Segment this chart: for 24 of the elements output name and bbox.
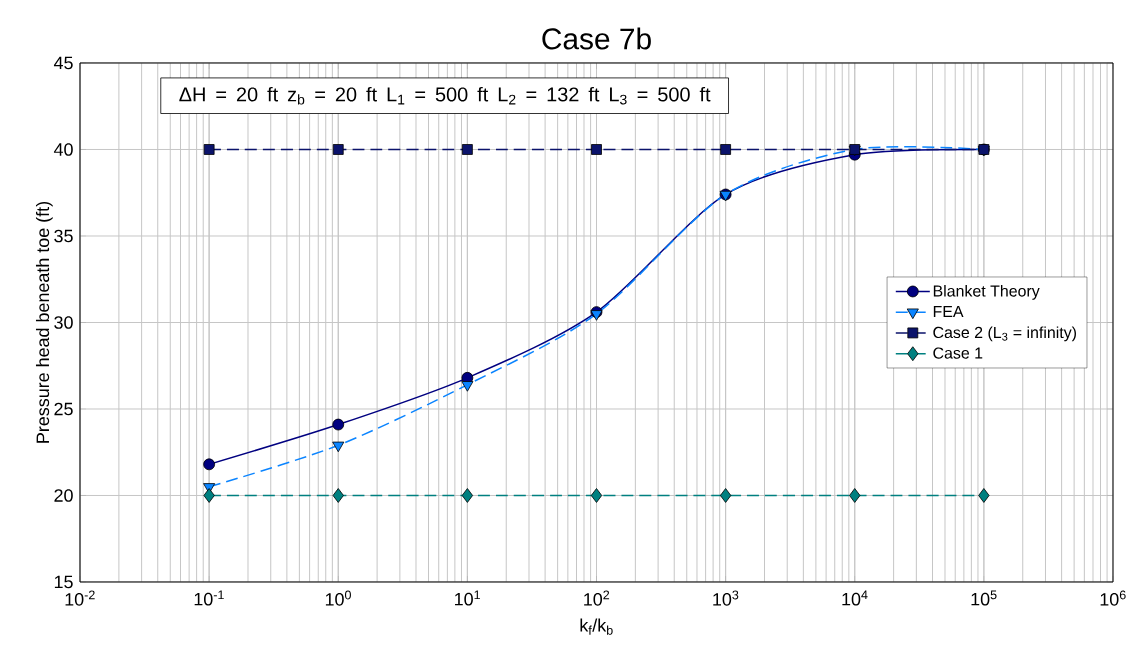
- legend-label: FEA: [933, 305, 964, 317]
- y-tick-label: 45: [53, 56, 73, 70]
- x-tick-label: 10$^{3}$: [713, 590, 739, 606]
- y-tick-label: 40: [53, 143, 73, 156]
- x-tick-label: 10$^{2}$: [584, 590, 610, 606]
- y-tick-label: 35: [54, 229, 73, 243]
- y-tick-label: 15: [54, 575, 73, 589]
- legend-label: Blanket Theory: [933, 284, 1040, 300]
- chart-title: Case 7b: [542, 27, 651, 50]
- x-tick-label: 10$^{6}$: [1100, 590, 1126, 606]
- y-axis-title: Pressure head beneath toe (ft): [35, 202, 53, 443]
- legend-label: Case 2 (L$_{3}$ = infinity): [933, 326, 1076, 342]
- x-tick-label: 10$^{0}$: [325, 590, 351, 606]
- y-tick-label: 30: [54, 316, 73, 329]
- x-axis-title: k$_{f}$/k$_{b}$: [580, 618, 613, 635]
- legend-label: Case 1: [933, 347, 983, 359]
- x-tick-label: 10$^{-1}$: [194, 590, 224, 606]
- x-tick-label: 10$^{1}$: [455, 590, 480, 606]
- y-tick-label: 20: [54, 489, 73, 502]
- x-tick-label: 10$^{5}$: [971, 590, 997, 606]
- text: ΔH = 20 ft z$_{b}$ = 20 ft L$_{1}$ = 500 ft L$_{2}$ = 132 ft L$_{3}$ = 500 ft: [179, 86, 711, 105]
- x-tick-label: 10$^{-2}$: [65, 590, 95, 606]
- x-tick-label: 10$^{4}$: [842, 590, 868, 606]
- y-tick-label: 25: [54, 402, 73, 416]
